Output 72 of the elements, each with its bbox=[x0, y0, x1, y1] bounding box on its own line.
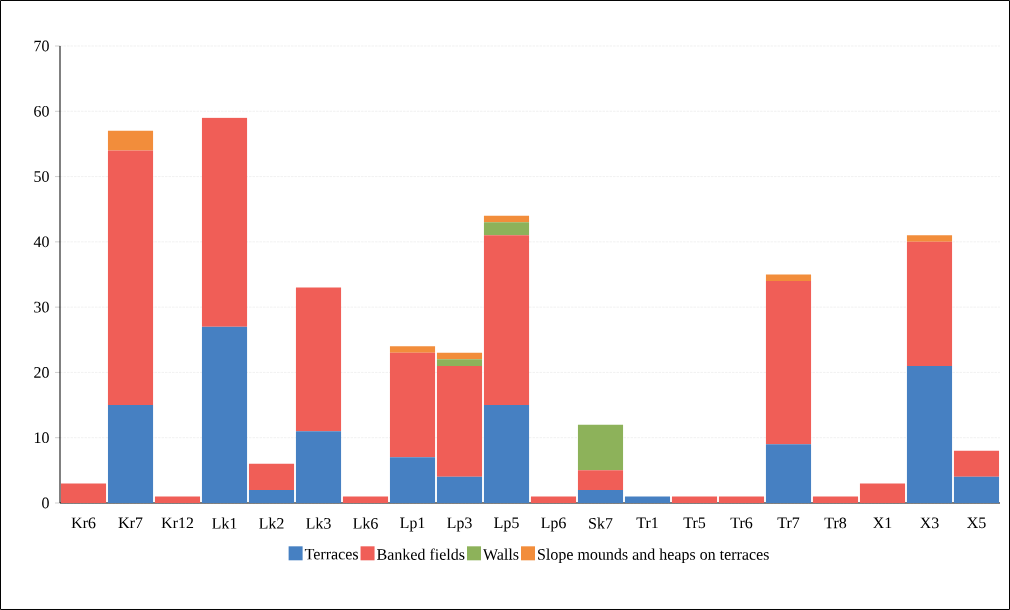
x-tick-label: X3 bbox=[920, 517, 939, 529]
bar bbox=[483, 405, 530, 503]
bar bbox=[577, 424, 624, 471]
bar bbox=[342, 496, 389, 503]
x-tick-label: Tr7 bbox=[777, 517, 800, 528]
x-tick-label: Lp3 bbox=[447, 517, 472, 532]
y-tick-label: 10 bbox=[34, 432, 49, 444]
x-tick-label: Lp5 bbox=[494, 517, 519, 532]
bar bbox=[389, 352, 436, 458]
x-tick-label: Lk1 bbox=[212, 517, 237, 529]
bar bbox=[718, 496, 765, 503]
bar bbox=[483, 222, 530, 236]
x-tick-label: Kr12 bbox=[161, 517, 194, 529]
y-tick-label: 30 bbox=[34, 301, 49, 313]
bar bbox=[295, 431, 342, 503]
x-tick-label: Lk3 bbox=[306, 517, 331, 529]
x-tick-label: X5 bbox=[967, 517, 986, 529]
bar bbox=[107, 130, 154, 151]
bar bbox=[154, 496, 201, 503]
bar bbox=[953, 476, 1000, 503]
bar bbox=[671, 496, 718, 503]
bar bbox=[389, 457, 436, 503]
legend-label: Slope mounds and heaps on terraces bbox=[538, 548, 769, 564]
y-tick-label: 70 bbox=[34, 40, 49, 52]
x-tick-label: Kr7 bbox=[118, 517, 143, 528]
bar bbox=[436, 359, 483, 366]
bar bbox=[436, 365, 483, 477]
bar bbox=[389, 346, 436, 353]
y-tick-label: 60 bbox=[34, 105, 49, 117]
x-tick-label: Lp6 bbox=[541, 517, 566, 532]
bar bbox=[436, 352, 483, 360]
x-tick-label: Kr6 bbox=[71, 517, 96, 529]
y-tick-label: 0 bbox=[42, 497, 49, 509]
x-tick-label: Sk7 bbox=[589, 517, 613, 529]
bar bbox=[765, 444, 812, 503]
x-tick-label: Lp1 bbox=[400, 517, 425, 532]
bar bbox=[295, 287, 342, 432]
x-tick-label: X1 bbox=[873, 517, 892, 529]
bar bbox=[624, 496, 671, 503]
bar bbox=[577, 470, 624, 490]
bar bbox=[60, 483, 107, 503]
x-tick-label: Tr8 bbox=[824, 517, 847, 529]
bar bbox=[812, 496, 859, 503]
bar bbox=[483, 215, 530, 223]
x-tick-label: Lk6 bbox=[353, 517, 378, 529]
bar bbox=[906, 235, 953, 242]
x-tick-label: Tr6 bbox=[730, 517, 753, 529]
bar bbox=[577, 489, 624, 503]
bar bbox=[859, 483, 906, 503]
bar bbox=[765, 274, 812, 282]
y-tick-label: 20 bbox=[34, 367, 49, 378]
legend-label: Banked fields bbox=[377, 548, 465, 560]
bar bbox=[201, 117, 248, 327]
y-tick-label: 40 bbox=[33, 236, 49, 248]
bar bbox=[906, 365, 953, 503]
bar bbox=[248, 463, 295, 490]
bar bbox=[107, 150, 154, 406]
bar bbox=[248, 489, 295, 503]
bar bbox=[906, 241, 953, 366]
y-tick-label: 50 bbox=[34, 171, 49, 182]
x-tick-label: Tr1 bbox=[636, 517, 658, 529]
bar bbox=[765, 281, 812, 445]
legend-label: Terraces bbox=[304, 548, 358, 560]
x-tick-label: Lk2 bbox=[259, 517, 284, 529]
bar bbox=[483, 235, 530, 406]
bar bbox=[530, 496, 577, 503]
x-tick-label: Tr5 bbox=[683, 517, 706, 529]
bar bbox=[953, 450, 1000, 477]
bar bbox=[107, 405, 154, 503]
bar bbox=[436, 476, 483, 503]
bar bbox=[201, 326, 248, 503]
legend-label: Walls bbox=[482, 548, 519, 560]
